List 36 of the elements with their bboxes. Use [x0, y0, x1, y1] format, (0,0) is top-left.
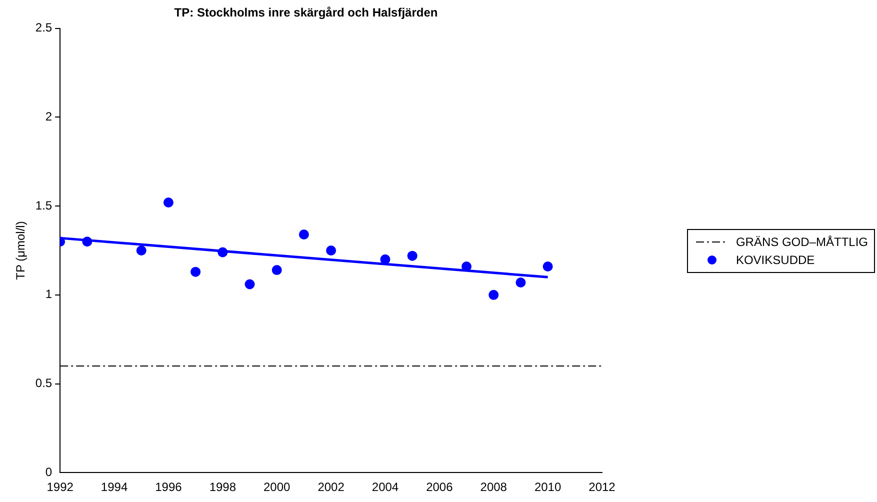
point [218, 247, 228, 258]
y-tick-label: 0.5 [35, 376, 52, 390]
x-tick-label: 2002 [318, 480, 345, 494]
x-tick-label: 2012 [588, 480, 616, 494]
x-tick-label: 2010 [534, 480, 562, 494]
y-tick-label: 1 [45, 287, 52, 302]
y-tick-label: 2 [45, 110, 52, 124]
y-tick-label: 1.5 [35, 198, 52, 212]
point [407, 250, 418, 261]
x-tick-label: 1994 [100, 480, 128, 494]
point [272, 265, 282, 276]
x-tick-label: 1998 [209, 480, 236, 494]
point [136, 246, 146, 256]
point [542, 261, 553, 272]
point [488, 290, 499, 300]
point [298, 230, 309, 240]
point [82, 236, 92, 247]
x-tick-label: 2000 [263, 480, 291, 494]
x-tick-label: 2004 [372, 480, 399, 494]
x-tick-label: 2006 [426, 480, 454, 494]
point [190, 266, 201, 277]
point [244, 279, 255, 290]
x-tick-label: 1992 [46, 480, 74, 494]
y-tick-label: 2.5 [35, 20, 52, 35]
point [326, 246, 336, 256]
x-tick-label: 1996 [155, 480, 182, 494]
y-axis-title: TP (μmol/l) [14, 221, 28, 280]
point [380, 254, 390, 264]
y-tick-label: 0 [45, 464, 52, 479]
legend-label: GRÄNS GOD–MÅTTLIG [736, 234, 868, 250]
point [462, 261, 472, 272]
point [163, 198, 174, 208]
chart-title: TP: Stockholms inre skärgård och Halsfjärden [174, 6, 438, 20]
point [516, 277, 526, 288]
x-tick-label: 2008 [480, 480, 508, 494]
legend-label: KOVIKSUDDE [736, 252, 815, 268]
